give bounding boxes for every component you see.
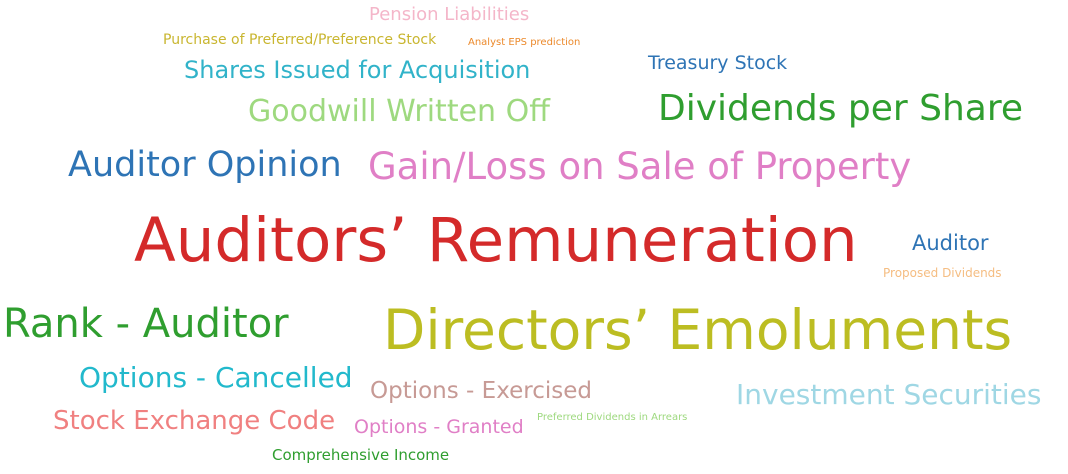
word-directors-emoluments: Directors’ Emoluments xyxy=(383,298,1013,362)
word-options-cancelled: Options - Cancelled xyxy=(79,361,353,394)
word-comprehensive-income: Comprehensive Income xyxy=(272,446,450,464)
word-options-exercised: Options - Exercised xyxy=(370,378,592,404)
word-gain-loss-on-sale-of-property: Gain/Loss on Sale of Property xyxy=(368,145,912,188)
word-auditor: Auditor xyxy=(912,231,989,255)
word-shares-issued-for-acquisition: Shares Issued for Acquisition xyxy=(184,56,531,84)
word-auditor-opinion: Auditor Opinion xyxy=(68,145,342,185)
word-purchase-of-preferred-stock: Purchase of Preferred/Preference Stock xyxy=(163,32,437,48)
word-proposed-dividends: Proposed Dividends xyxy=(883,266,1002,280)
word-investment-securities: Investment Securities xyxy=(736,378,1042,411)
word-options-granted: Options - Granted xyxy=(354,416,524,438)
word-dividends-per-share: Dividends per Share xyxy=(658,88,1024,129)
word-rank-auditor: Rank - Auditor xyxy=(3,301,289,347)
word-treasury-stock: Treasury Stock xyxy=(648,52,788,74)
word-analyst-eps-prediction: Analyst EPS prediction xyxy=(468,37,581,48)
word-pension-liabilities: Pension Liabilities xyxy=(369,4,530,25)
word-stock-exchange-code: Stock Exchange Code xyxy=(53,406,336,436)
word-preferred-dividends-in-arrears: Preferred Dividends in Arrears xyxy=(537,412,688,423)
word-goodwill-written-off: Goodwill Written Off xyxy=(248,94,550,129)
word-auditors-remuneration: Auditors’ Remuneration xyxy=(134,205,858,276)
